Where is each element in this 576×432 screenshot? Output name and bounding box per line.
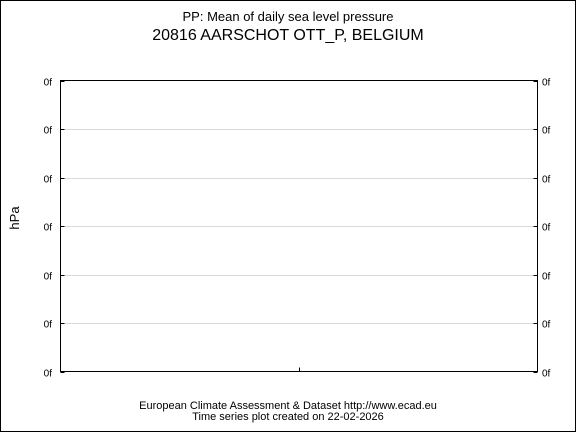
y-tick-labels-right: 0f 0f 0f 0f 0f 0f 0f <box>542 78 551 380</box>
y-tick-label-left: 0f <box>44 78 53 89</box>
chart-subtitle: 20816 AARSCHOT OTT_P, BELGIUM <box>152 27 424 44</box>
y-tick-label-right: 0f <box>542 272 551 283</box>
y-tick-label-right: 0f <box>542 126 551 137</box>
footer-source: European Climate Assessment & Dataset ht… <box>139 400 437 412</box>
y-tick-label-left: 0f <box>44 369 53 380</box>
grid-lines <box>60 129 538 324</box>
y-tick-label-right: 0f <box>542 223 551 234</box>
y-tick-labels-left: 0f 0f 0f 0f 0f 0f 0f <box>44 78 53 380</box>
y-tick-label-left: 0f <box>44 272 53 283</box>
footer-created: Time series plot created on 22-02-2026 <box>192 411 384 423</box>
y-tick-label-right: 0f <box>542 369 551 380</box>
y-tick-label-left: 0f <box>44 320 53 331</box>
y-tick-label-left: 0f <box>44 223 53 234</box>
chart-title: PP: Mean of daily sea level pressure <box>182 9 394 24</box>
y-tick-label-left: 0f <box>44 126 53 137</box>
y-tick-label-right: 0f <box>542 78 551 89</box>
y-tick-label-right: 0f <box>542 320 551 331</box>
y-tick-label-right: 0f <box>542 175 551 186</box>
y-tick-label-left: 0f <box>44 175 53 186</box>
axis-ticks <box>60 81 538 373</box>
